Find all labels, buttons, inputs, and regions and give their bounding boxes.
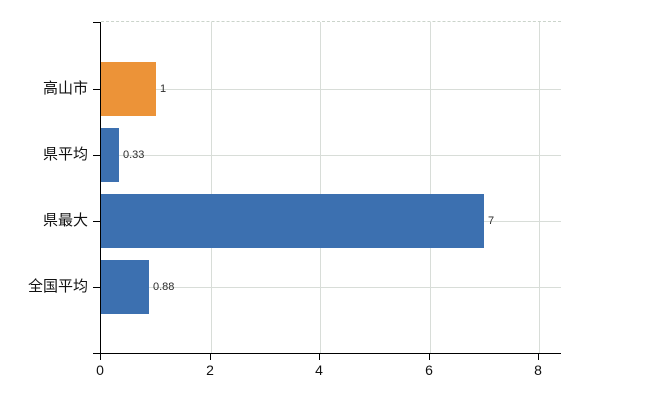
gridline-horizontal <box>101 155 561 156</box>
bar-value-label: 0.88 <box>153 281 175 293</box>
x-axis-tick-label: 0 <box>96 362 104 378</box>
bar-value-label: 0.33 <box>123 149 145 161</box>
y-axis-label: 全国平均 <box>27 278 88 295</box>
y-axis-label: 県平均 <box>42 146 88 163</box>
gridline-vertical <box>211 22 212 353</box>
x-axis-tick-label: 4 <box>315 362 323 378</box>
bar-value-label: 7 <box>488 215 495 227</box>
plot-top-border <box>101 21 561 22</box>
x-axis-tick-label: 2 <box>206 362 214 378</box>
y-axis-tick <box>93 287 100 288</box>
gridline-vertical <box>539 22 540 353</box>
y-axis-label: 県最大 <box>42 212 88 229</box>
y-axis-end-tick <box>93 22 100 23</box>
gridline-vertical <box>320 22 321 353</box>
x-axis-tick <box>210 354 211 360</box>
gridline-horizontal <box>101 89 561 90</box>
plot-area: 1 0.33 7 0.88 <box>100 21 561 354</box>
y-axis-tick <box>93 221 100 222</box>
y-axis-tick <box>93 89 100 90</box>
bar <box>101 260 149 314</box>
x-axis-tick <box>538 354 539 360</box>
x-axis-tick-label: 6 <box>425 362 433 378</box>
x-axis-tick <box>100 354 101 360</box>
gridline-horizontal <box>101 287 561 288</box>
gridline-vertical <box>430 22 431 353</box>
bar-value-label: 1 <box>160 83 167 95</box>
y-axis-tick <box>93 155 100 156</box>
x-axis-tick-label: 8 <box>534 362 542 378</box>
x-axis-tick <box>319 354 320 360</box>
bar <box>101 62 156 116</box>
y-axis-end-tick <box>93 353 100 354</box>
bar <box>101 128 119 182</box>
bar <box>101 194 484 248</box>
x-axis-tick <box>429 354 430 360</box>
y-axis-label: 高山市 <box>42 80 88 97</box>
